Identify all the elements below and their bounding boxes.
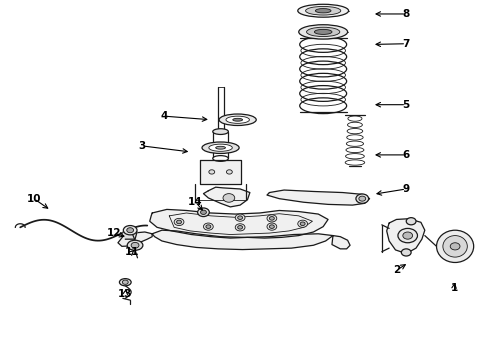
Ellipse shape — [202, 142, 239, 153]
Text: 13: 13 — [118, 289, 132, 299]
Ellipse shape — [437, 230, 474, 262]
Ellipse shape — [216, 146, 225, 149]
Circle shape — [174, 219, 184, 226]
Ellipse shape — [306, 6, 341, 15]
Ellipse shape — [298, 4, 348, 17]
Polygon shape — [152, 230, 333, 249]
Ellipse shape — [127, 240, 143, 250]
Circle shape — [200, 210, 206, 215]
Circle shape — [450, 243, 460, 250]
Circle shape — [453, 234, 458, 237]
Ellipse shape — [120, 279, 131, 286]
Circle shape — [398, 228, 417, 243]
Circle shape — [359, 196, 366, 201]
Circle shape — [223, 194, 235, 202]
Text: 5: 5 — [403, 100, 410, 110]
Ellipse shape — [307, 27, 340, 37]
Text: 7: 7 — [403, 39, 410, 49]
Ellipse shape — [219, 114, 256, 126]
Ellipse shape — [233, 118, 243, 121]
Ellipse shape — [299, 25, 347, 39]
Text: 12: 12 — [107, 228, 122, 238]
Circle shape — [238, 226, 243, 229]
Ellipse shape — [315, 30, 332, 35]
Ellipse shape — [209, 144, 232, 151]
Ellipse shape — [316, 9, 331, 13]
Polygon shape — [118, 232, 152, 246]
Text: 10: 10 — [26, 194, 41, 204]
Circle shape — [406, 218, 416, 225]
Circle shape — [226, 170, 232, 174]
Polygon shape — [387, 219, 425, 253]
Polygon shape — [203, 187, 250, 207]
Circle shape — [176, 220, 181, 224]
Circle shape — [465, 244, 470, 248]
Circle shape — [197, 208, 209, 217]
Ellipse shape — [226, 116, 249, 123]
Circle shape — [403, 232, 413, 239]
Text: 1: 1 — [450, 283, 458, 293]
Polygon shape — [267, 190, 369, 205]
Circle shape — [270, 217, 274, 220]
Ellipse shape — [213, 129, 228, 134]
Circle shape — [270, 225, 274, 228]
Ellipse shape — [127, 228, 134, 233]
Circle shape — [453, 255, 458, 259]
Ellipse shape — [131, 242, 139, 248]
Circle shape — [267, 223, 277, 230]
Polygon shape — [150, 210, 328, 238]
Text: 3: 3 — [139, 141, 146, 151]
Circle shape — [300, 222, 305, 226]
Polygon shape — [200, 160, 241, 184]
Ellipse shape — [123, 226, 137, 235]
Circle shape — [238, 216, 243, 220]
Text: 11: 11 — [124, 247, 139, 257]
Ellipse shape — [443, 235, 467, 257]
Circle shape — [235, 224, 245, 231]
Circle shape — [206, 225, 211, 228]
Polygon shape — [123, 232, 137, 239]
Text: 14: 14 — [188, 197, 202, 207]
Circle shape — [441, 244, 445, 248]
Text: 8: 8 — [403, 9, 410, 19]
Ellipse shape — [213, 156, 228, 161]
Text: 2: 2 — [393, 265, 400, 275]
Circle shape — [235, 214, 245, 221]
Ellipse shape — [122, 280, 128, 284]
Circle shape — [267, 215, 277, 222]
Circle shape — [298, 220, 308, 227]
Text: 6: 6 — [403, 150, 410, 160]
Text: 4: 4 — [161, 111, 168, 121]
Text: 9: 9 — [403, 184, 410, 194]
Polygon shape — [332, 235, 350, 249]
Circle shape — [356, 194, 368, 203]
Circle shape — [209, 170, 215, 174]
Circle shape — [203, 223, 213, 230]
Circle shape — [401, 249, 411, 256]
